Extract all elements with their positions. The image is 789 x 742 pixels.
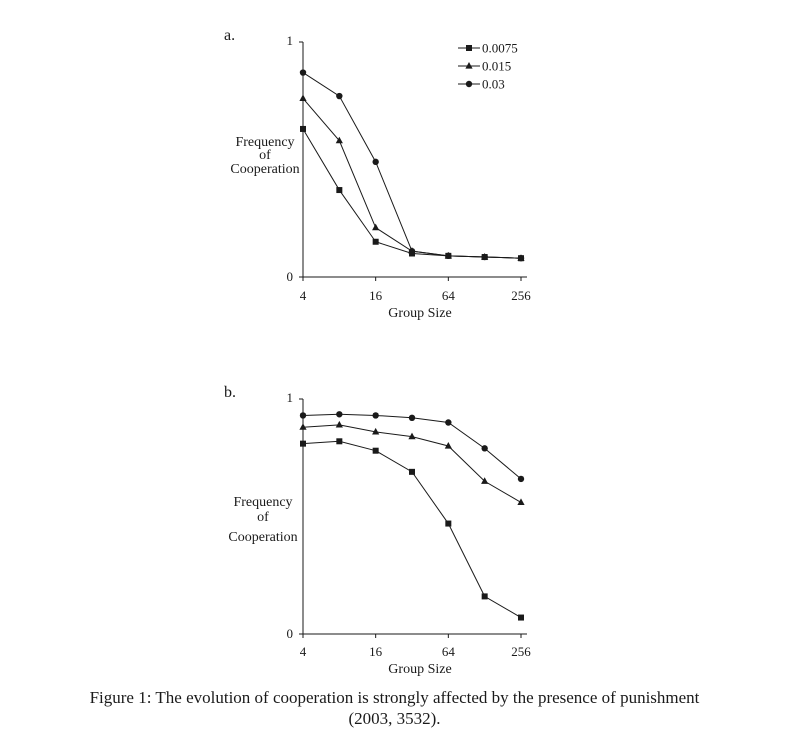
panel-b-point-0.0075-32: [409, 468, 415, 475]
panel-a-ylabel-line-1: Frequency: [235, 135, 294, 150]
figure-caption: Figure 1: The evolution of cooperation i…: [0, 687, 789, 729]
panel-b-point-0.0075-4: [300, 440, 306, 447]
panel-a-point-0.015-4: [299, 94, 307, 101]
panel-b-point-0.0075-16: [372, 447, 379, 454]
panel-a-ylabel-line-2: of: [259, 148, 271, 163]
panel-a-point-0.03-16: [372, 158, 379, 166]
panel-a-point-0.0075-8: [336, 187, 343, 194]
panel-a-series-line-0.0075: [302, 128, 522, 259]
panel-b-point-0.03-16: [372, 412, 379, 419]
panel-a-xlabel: Group Size: [388, 306, 451, 321]
panel-a-point-0.015-16: [372, 223, 380, 231]
panel-a-point-0.015-8: [335, 136, 343, 144]
panel-b-ylabel-line-1: Frequency: [233, 495, 292, 510]
panel-b-xtick-label-64: 64: [442, 644, 456, 659]
panel-b-point-0.015-256: [517, 498, 525, 505]
panel-a-series-line-0.03: [302, 72, 522, 259]
panel-b-point-0.03-4: [299, 412, 307, 419]
panel-b-point-0.015-8: [335, 420, 343, 428]
panel-b-point-0.03-256: [517, 475, 525, 483]
panel-a-legend-marker-0.0075: [466, 45, 472, 51]
panel-b-xtick-label-16: 16: [369, 644, 383, 659]
panel-b-xtick-label-256: 256: [511, 644, 531, 659]
panel-a-series-line-0.015: [302, 98, 522, 259]
panel-a-point-0.0075-16: [372, 238, 379, 245]
panel-b-xtick-label-4: 4: [300, 644, 307, 659]
panel-b-point-0.015-16: [372, 427, 380, 435]
panel-b-point-0.0075-128: [481, 593, 488, 600]
panel-a-point-0.03-8: [336, 92, 343, 100]
panel-a-xtick-label-64: 64: [442, 288, 456, 303]
panel-a-point-0.03-256: [517, 255, 525, 262]
panel-b-point-0.03-64: [445, 419, 452, 426]
panel-a-xtick-label-4: 4: [300, 288, 307, 303]
panel-a-point-0.03-32: [408, 247, 416, 255]
panel-b-point-0.03-8: [336, 411, 343, 418]
panel-b-point-0.015-128: [481, 477, 489, 484]
panel-b-ytick-label-0: 0: [287, 626, 294, 641]
panel-a-point-0.03-128: [481, 253, 488, 261]
figure-canvas: a.014 16 64 256FrequencyofCooperationGroup …: [224, 27, 531, 677]
caption-line-1: Figure 1: The evolution of cooperation i…: [89, 688, 700, 707]
panel-a-xtick-label-256: 256: [511, 288, 531, 303]
panel-a-ylabel-line-3: Cooperation: [230, 162, 299, 177]
panel-b-point-0.0075-8: [336, 438, 343, 445]
panel-a-legend-label-0.03: 0.03: [482, 77, 505, 92]
panel-a-point-0.0075-4: [300, 125, 306, 132]
panel-a-label: a.: [224, 27, 235, 44]
panel-a-legend-marker-0.015: [465, 62, 473, 69]
panel-a-point-0.03-4: [299, 69, 307, 76]
panel-b-label: b.: [224, 384, 236, 401]
panel-a-point-0.03-64: [445, 252, 452, 260]
panel-a-legend-label-0.0075: 0.0075: [482, 41, 518, 56]
panel-b-point-0.03-128: [481, 445, 488, 452]
panel-b-xlabel: Group Size: [388, 662, 451, 677]
panel-a-ytick-label-0: 0: [287, 269, 294, 284]
panel-b-point-0.0075-64: [445, 520, 452, 527]
panel-a-legend-label-0.015: 0.015: [482, 59, 511, 74]
caption-line-2: (2003, 3532).: [348, 709, 441, 728]
panel-b-ylabel-line-3: Cooperation: [228, 530, 297, 545]
panel-b-ylabel-line-2: of: [257, 510, 269, 525]
panel-a-xtick-label-16: 16: [369, 288, 383, 303]
panel-a-legend-marker-0.03: [465, 80, 473, 88]
panel-b-series-line-0.0075: [302, 440, 522, 618]
panel-b-point-0.0075-256: [518, 614, 524, 621]
panel-b-point-0.03-32: [408, 414, 416, 421]
panel-b-point-0.015-32: [408, 432, 416, 440]
panel-b-point-0.015-4: [299, 423, 307, 430]
panel-b-point-0.015-64: [444, 442, 452, 449]
panel-a-ytick-label-1: 1: [287, 33, 294, 48]
panel-b-ytick-label-1: 1: [287, 390, 294, 405]
